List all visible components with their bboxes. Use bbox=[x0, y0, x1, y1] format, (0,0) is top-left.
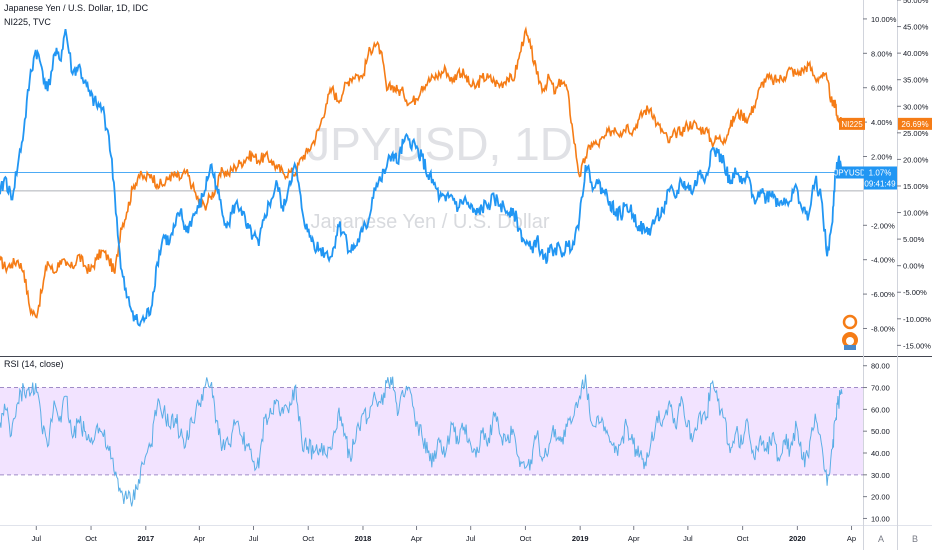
time-tick-label: Jul bbox=[466, 534, 476, 543]
percent-tick-label: 30.00% bbox=[903, 102, 929, 111]
time-tick-label: Oct bbox=[302, 534, 315, 543]
percent-tick-label: 35.00% bbox=[903, 76, 929, 85]
series-jpyusd-line[interactable] bbox=[0, 29, 843, 327]
percent-tick-label: -10.00% bbox=[903, 315, 931, 324]
bar-countdown: 09:41:49 bbox=[864, 179, 896, 188]
series-ni225-line[interactable] bbox=[0, 25, 843, 319]
svg-text:JPYUSD: JPYUSD bbox=[834, 168, 866, 177]
rsi-axis[interactable]: 80.00 70.00 60.00 50.00 40.00 30.00 20.00 10.00 bbox=[863, 362, 890, 524]
rsi-tick-label: 60.00 bbox=[871, 405, 890, 414]
price-tick-label: 2.00% bbox=[871, 153, 893, 162]
price-tick-label: -4.00% bbox=[871, 256, 895, 265]
percent-tick-label: 10.00% bbox=[903, 209, 929, 218]
percent-tick-label: 5.00% bbox=[903, 235, 925, 244]
percent-tick-label: 20.00% bbox=[903, 155, 929, 164]
rsi-tick-label: 40.00 bbox=[871, 449, 890, 458]
price-tick-label: -6.00% bbox=[871, 290, 895, 299]
time-tick-label: Oct bbox=[85, 534, 98, 543]
time-tick-label: Apr bbox=[194, 534, 206, 543]
main-series-title[interactable]: Japanese Yen / U.S. Dollar, 1D, IDC bbox=[4, 3, 149, 13]
watermark-symbol: JPYUSD, 1D bbox=[307, 118, 573, 170]
overlay-series-title[interactable]: NI225, TVC bbox=[4, 17, 51, 27]
svg-text:1.07%: 1.07% bbox=[869, 168, 892, 177]
price-tick-label: 10.00% bbox=[871, 15, 897, 24]
time-tick-label: Jul bbox=[683, 534, 693, 543]
time-tick-label: Jul bbox=[249, 534, 259, 543]
rsi-tick-label: 80.00 bbox=[871, 362, 890, 371]
rsi-tick-label: 50.00 bbox=[871, 427, 890, 436]
svg-text:NI225: NI225 bbox=[841, 120, 863, 129]
time-tick-label: 2020 bbox=[789, 534, 806, 543]
jpyusd-badge: JPYUSD 1.07% 09:41:49 bbox=[834, 166, 897, 190]
svg-text:26.69%: 26.69% bbox=[901, 120, 928, 129]
series-rsi-line[interactable] bbox=[0, 374, 843, 507]
time-tick-label: Ap bbox=[847, 534, 856, 543]
time-tick-label: Jul bbox=[32, 534, 42, 543]
rsi-tick-label: 20.00 bbox=[871, 493, 890, 502]
time-tick-label: 2018 bbox=[355, 534, 372, 543]
time-tick-label: Oct bbox=[520, 534, 533, 543]
time-tick-label: 2019 bbox=[572, 534, 589, 543]
price-tick-label: -2.00% bbox=[871, 221, 895, 230]
percent-tick-label: 0.00% bbox=[903, 262, 925, 271]
time-tick-label: Apr bbox=[411, 534, 423, 543]
auto-scale-button[interactable]: A bbox=[878, 534, 884, 544]
price-tick-label: 8.00% bbox=[871, 49, 893, 58]
ni225-badge: NI225 26.69% bbox=[839, 117, 932, 130]
percent-tick-label: 40.00% bbox=[903, 49, 929, 58]
time-tick-label: Apr bbox=[628, 534, 640, 543]
price-tick-label: 6.00% bbox=[871, 84, 893, 93]
time-tick-label: Oct bbox=[737, 534, 750, 543]
log-scale-button[interactable]: B bbox=[912, 534, 918, 544]
rsi-tick-label: 10.00 bbox=[871, 514, 890, 523]
rsi-tick-label: 30.00 bbox=[871, 471, 890, 480]
right-price-axis[interactable]: 50.00% 45.00% 40.00% 35.00% 30.00% 25.00% 20.0… bbox=[897, 0, 931, 350]
percent-tick-label: 15.00% bbox=[903, 182, 929, 191]
time-axis[interactable]: Jul Oct 2017 Apr Jul Oct 2018 Apr Jul Oct 2019 Apr J… bbox=[32, 526, 857, 543]
price-tick-label: -8.00% bbox=[871, 324, 895, 333]
rsi-tick-label: 70.00 bbox=[871, 384, 890, 393]
rsi-title[interactable]: RSI (14, close) bbox=[4, 359, 64, 369]
percent-tick-label: 45.00% bbox=[903, 23, 929, 32]
percent-tick-label: -15.00% bbox=[903, 341, 931, 350]
percent-tick-label: -5.00% bbox=[903, 288, 927, 297]
percent-tick-label: 25.00% bbox=[903, 129, 929, 138]
brand-logo bbox=[842, 314, 858, 350]
time-tick-label: 2017 bbox=[137, 534, 154, 543]
percent-tick-label: 50.00% bbox=[903, 0, 929, 5]
price-tick-label: 4.00% bbox=[871, 118, 893, 127]
